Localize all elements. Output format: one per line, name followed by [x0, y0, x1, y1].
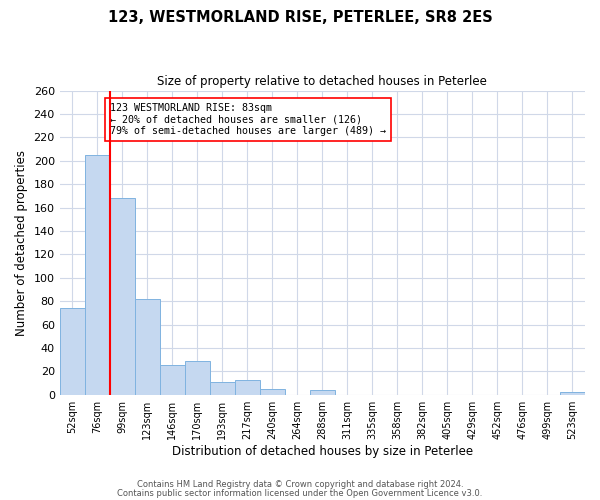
X-axis label: Distribution of detached houses by size in Peterlee: Distribution of detached houses by size … [172, 444, 473, 458]
Bar [85, 155, 110, 394]
Title: Size of property relative to detached houses in Peterlee: Size of property relative to detached ho… [157, 75, 487, 88]
Text: Contains HM Land Registry data © Crown copyright and database right 2024.: Contains HM Land Registry data © Crown c… [137, 480, 463, 489]
Y-axis label: Number of detached properties: Number of detached properties [15, 150, 28, 336]
Bar [135, 299, 160, 394]
Bar [185, 361, 210, 394]
Text: 123 WESTMORLAND RISE: 83sqm
← 20% of detached houses are smaller (126)
79% of se: 123 WESTMORLAND RISE: 83sqm ← 20% of det… [110, 102, 386, 136]
Text: Contains public sector information licensed under the Open Government Licence v3: Contains public sector information licen… [118, 488, 482, 498]
Bar [59, 308, 85, 394]
Bar [560, 392, 585, 394]
Bar [260, 389, 285, 394]
Bar [310, 390, 335, 394]
Text: 123, WESTMORLAND RISE, PETERLEE, SR8 2ES: 123, WESTMORLAND RISE, PETERLEE, SR8 2ES [107, 10, 493, 25]
Bar [110, 198, 135, 394]
Bar [235, 380, 260, 394]
Bar [210, 382, 235, 394]
Bar [160, 366, 185, 394]
